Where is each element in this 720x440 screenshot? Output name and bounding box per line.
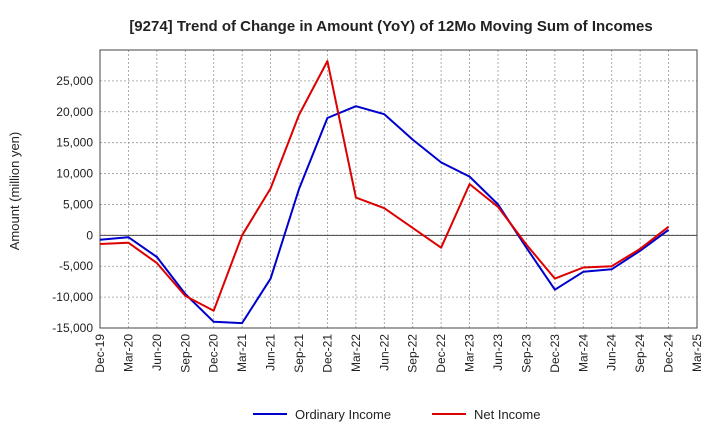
y-tick-label: -10,000 — [52, 290, 93, 304]
y-tick-label: 0 — [86, 228, 93, 242]
x-tick-label: Mar-21 — [235, 334, 249, 372]
x-tick-label: Jun-22 — [377, 334, 391, 371]
x-tick-label: Jun-24 — [605, 334, 619, 371]
series-lines — [99, 60, 670, 325]
legend-label: Net Income — [474, 407, 540, 422]
y-tick-label: -5,000 — [59, 259, 93, 273]
x-tick-label: Sep-22 — [406, 334, 420, 373]
x-tick-label: Jun-20 — [150, 334, 164, 371]
legend: Ordinary Income Net Income — [253, 407, 540, 422]
grid-lines — [99, 50, 698, 329]
series-line-ordinary-income — [99, 105, 670, 325]
x-tick-label: Dec-20 — [207, 334, 221, 373]
x-tick-label: Sep-20 — [178, 334, 192, 373]
series-line-net-income — [99, 60, 670, 312]
legend-label: Ordinary Income — [295, 407, 391, 422]
x-tick-label: Dec-23 — [548, 334, 562, 373]
plot-area-frame — [99, 49, 698, 329]
y-tick-label: 15,000 — [56, 136, 93, 150]
x-tick-label: Mar-25 — [690, 334, 704, 372]
x-tick-label: Jun-21 — [264, 334, 278, 371]
x-tick-label: Mar-20 — [121, 334, 135, 372]
x-tick-label: Dec-21 — [320, 334, 334, 373]
y-tick-label: 25,000 — [56, 74, 93, 88]
x-tick-label: Sep-23 — [519, 334, 533, 373]
x-tick-label: Mar-24 — [576, 334, 590, 372]
y-tick-label: 20,000 — [56, 105, 93, 119]
y-axis-label: Amount (million yen) — [7, 132, 22, 251]
chart-title: [9274] Trend of Change in Amount (YoY) o… — [129, 18, 652, 35]
x-tick-label: Jun-23 — [491, 334, 505, 371]
x-tick-label: Sep-21 — [292, 334, 306, 373]
y-tick-label: -15,000 — [52, 321, 93, 335]
x-axis-ticks: Dec-19 Mar-20 Jun-20 Sep-20 Dec-20 Mar-21 Jun-… — [93, 334, 704, 373]
y-axis-ticks: -15,000 -10,000 -5,000 0 5,000 10,000 15,000 20… — [52, 74, 93, 335]
x-tick-label: Mar-23 — [463, 334, 477, 372]
x-tick-label: Dec-19 — [93, 334, 107, 373]
y-tick-label: 5,000 — [63, 197, 93, 211]
x-tick-label: Mar-22 — [349, 334, 363, 372]
x-tick-label: Dec-22 — [434, 334, 448, 373]
x-tick-label: Sep-24 — [633, 334, 647, 373]
y-tick-label: 10,000 — [56, 167, 93, 181]
x-tick-label: Dec-24 — [662, 334, 676, 373]
